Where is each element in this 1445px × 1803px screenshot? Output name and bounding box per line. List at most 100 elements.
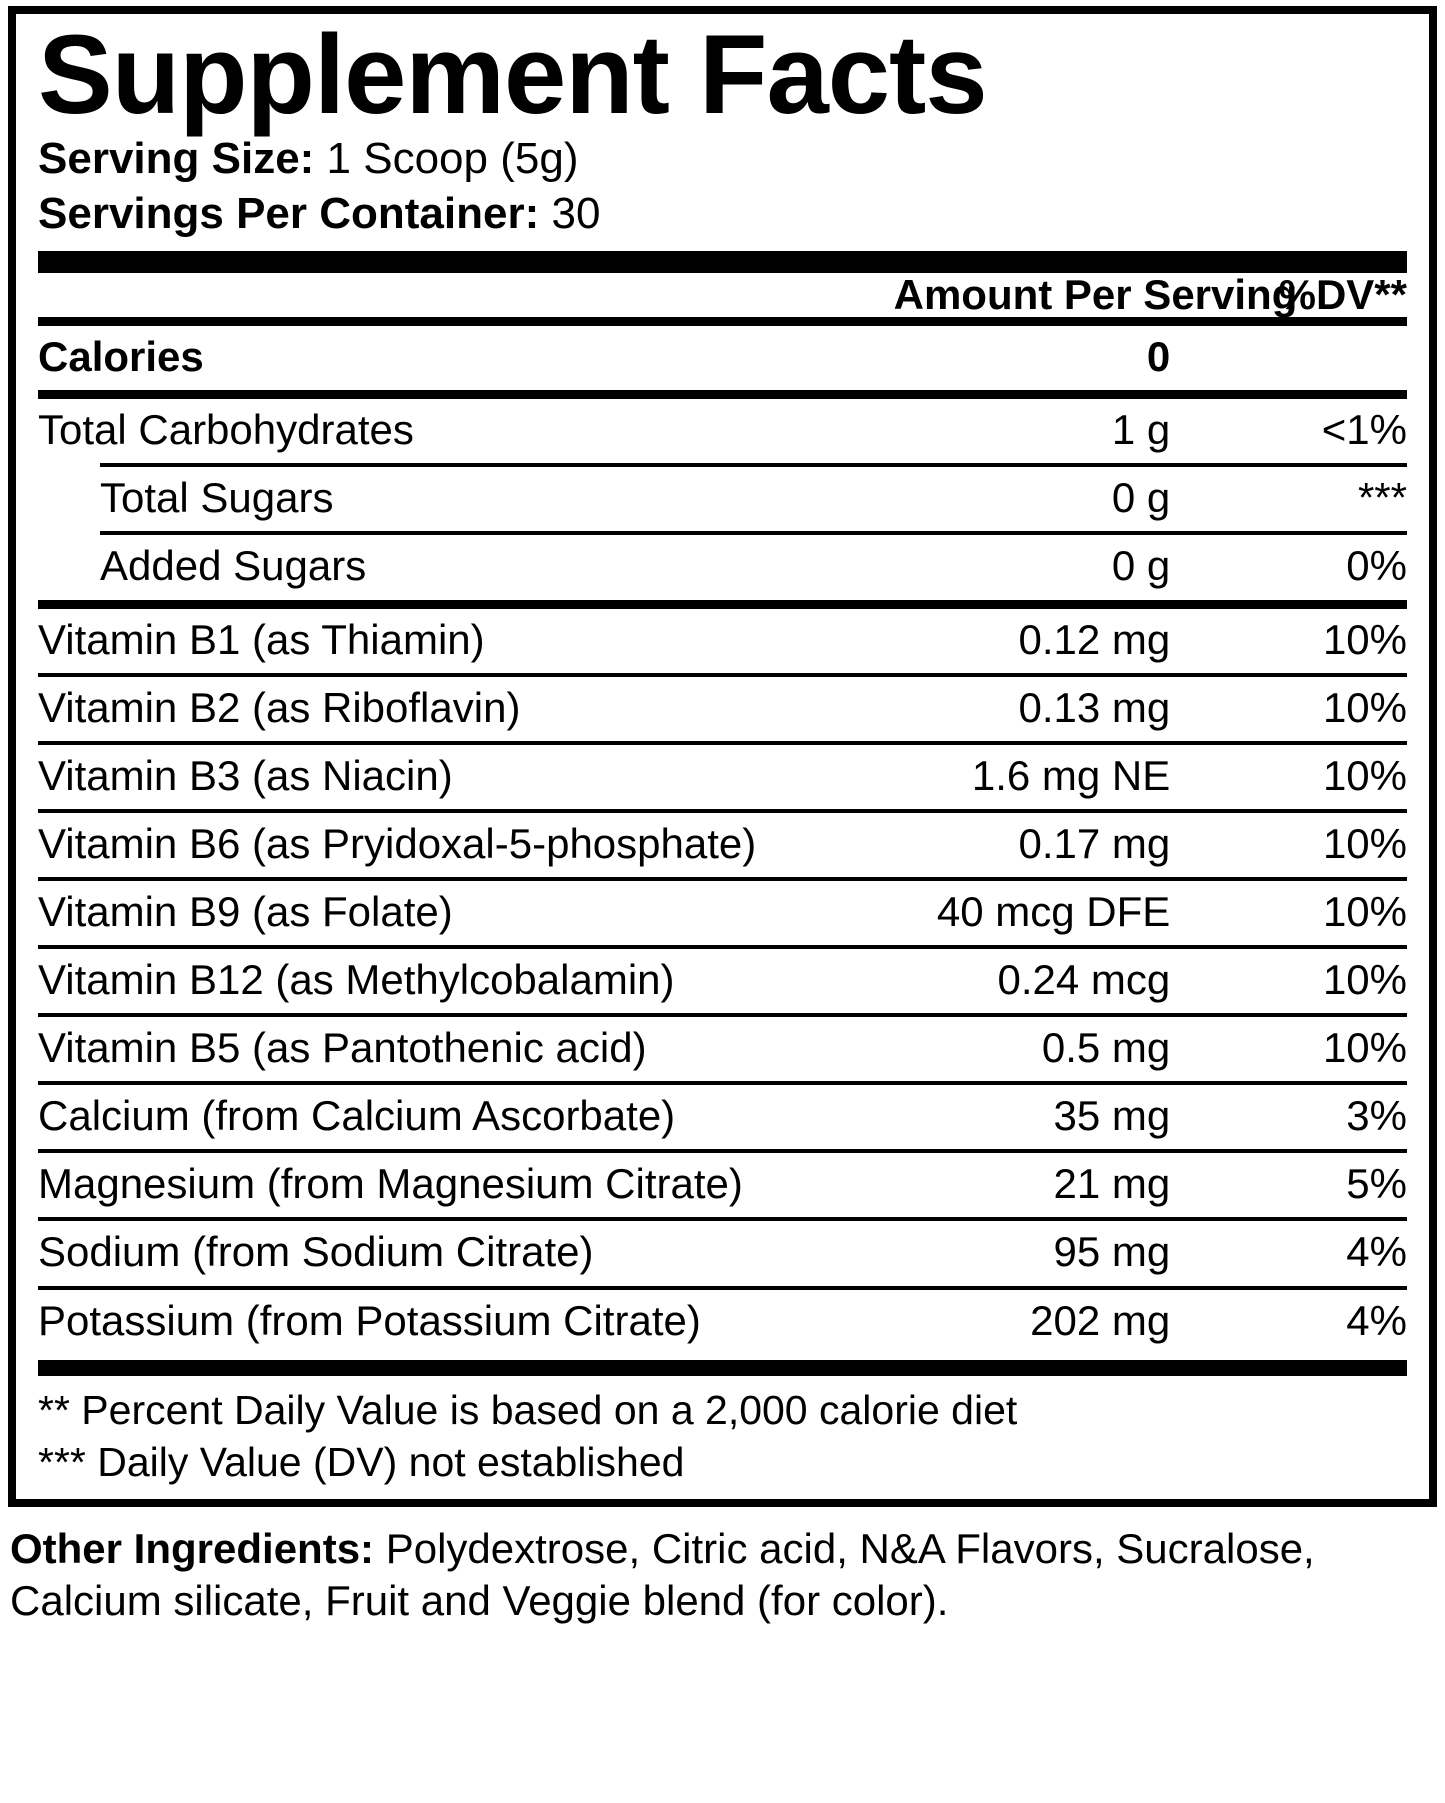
nutrient-name: Vitamin B3 (as Niacin)	[38, 751, 453, 799]
serving-size-value: 1 Scoop (5g)	[326, 133, 579, 183]
nutrient-dv: 4%	[1346, 1228, 1407, 1276]
row-divider	[38, 1285, 1407, 1290]
nutrient-amount: 0.5 mg	[1041, 1024, 1171, 1072]
divider-line	[38, 390, 1407, 400]
row-divider	[38, 945, 1407, 950]
nutrient-amount: 0.17 mg	[1018, 819, 1171, 867]
servings-per-container-value: 30	[551, 189, 601, 239]
nutrient-name: Vitamin B9 (as Folate)	[38, 887, 453, 935]
table-row: Vitamin B3 (as Niacin) 1.6 mg NE 10%	[38, 745, 1407, 809]
row-divider	[38, 390, 1407, 400]
serving-size-label: Serving Size:	[38, 133, 315, 183]
table-row: Sodium (from Sodium Citrate) 95 mg 4%	[38, 1221, 1407, 1285]
nutrient-dv: 10%	[1322, 1024, 1407, 1072]
serving-size-line: Serving Size: 1 Scoop (5g)	[38, 132, 1407, 186]
row-divider	[38, 1081, 1407, 1086]
divider-under-header	[38, 317, 1407, 327]
nutrient-name: Vitamin B12 (as Methylcobalamin)	[38, 956, 675, 1004]
nutrient-amount: 21 mg	[1053, 1160, 1171, 1208]
table-row: Total Sugars 0 g ***	[38, 467, 1407, 531]
table-row: Potassium (from Potassium Citrate) 202 mg…	[38, 1290, 1407, 1354]
nutrient-dv: <1%	[1321, 406, 1407, 454]
servings-per-container-line: Servings Per Container: 30	[38, 187, 1407, 241]
page-title: Supplement Facts	[38, 12, 988, 137]
row-divider	[38, 531, 1407, 536]
row-divider	[38, 1013, 1407, 1018]
divider-line	[38, 1081, 1407, 1086]
nutrient-amount: 40 mcg DFE	[936, 887, 1171, 935]
row-divider	[38, 876, 1407, 881]
divider-line	[38, 672, 1407, 677]
footnote-daily-value: ** Percent Daily Value is based on a 2,0…	[38, 1386, 1018, 1433]
divider-line	[38, 740, 1407, 745]
nutrient-amount: 1 g	[1111, 406, 1171, 454]
divider-line	[100, 531, 1407, 536]
nutrient-name: Magnesium (from Magnesium Citrate)	[38, 1160, 743, 1208]
nutrient-amount: 0.24 mcg	[997, 956, 1171, 1004]
nutrient-name: Vitamin B5 (as Pantothenic acid)	[38, 1024, 647, 1072]
nutrient-dv: ***	[1357, 474, 1407, 522]
nutrient-dv: 10%	[1322, 683, 1407, 731]
table-row: Magnesium (from Magnesium Citrate) 21 mg 5…	[38, 1153, 1407, 1217]
table-row: Vitamin B5 (as Pantothenic acid) 0.5 mg 10…	[38, 1017, 1407, 1081]
nutrient-dv: 4%	[1346, 1296, 1407, 1344]
nutrient-dv: 5%	[1346, 1160, 1407, 1208]
table-row: Vitamin B6 (as Pryidoxal-5-phosphate) 0.1…	[38, 813, 1407, 877]
other-ingredients: Other Ingredients: Polydextrose, Citric …	[10, 1523, 1437, 1629]
nutrient-dv: 10%	[1322, 956, 1407, 1004]
nutrient-amount: 95 mg	[1053, 1228, 1171, 1276]
other-ingredients-label: Other Ingredients:	[10, 1524, 375, 1572]
nutrient-amount: 35 mg	[1053, 1092, 1171, 1140]
table-row: Calories 0	[38, 326, 1407, 390]
divider-line	[38, 317, 1407, 327]
servings-per-container-label: Servings Per Container:	[38, 189, 540, 239]
column-header-amount: Amount Per Serving	[893, 271, 1298, 319]
row-divider	[38, 808, 1407, 813]
divider-line	[38, 1013, 1407, 1018]
divider-line	[38, 1149, 1407, 1154]
nutrient-name: Potassium (from Potassium Citrate)	[38, 1296, 701, 1344]
nutrition-table-body: Amount Per Serving %DV** Calories 0 Total …	[38, 271, 1407, 1354]
table-row: Vitamin B1 (as Thiamin) 0.12 mg 10%	[38, 609, 1407, 673]
nutrient-name: Calcium (from Calcium Ascorbate)	[38, 1092, 676, 1140]
divider-line	[38, 1217, 1407, 1222]
table-row: Calcium (from Calcium Ascorbate) 35 mg 3%	[38, 1085, 1407, 1149]
nutrient-amount: 0 g	[1111, 474, 1171, 522]
nutrient-dv: 10%	[1322, 615, 1407, 663]
nutrient-name: Added Sugars	[100, 542, 367, 590]
supplement-facts-panel: Supplement Facts Serving Size: 1 Scoop (…	[8, 6, 1437, 1507]
nutrient-dv: 10%	[1322, 819, 1407, 867]
table-row: Total Carbohydrates 1 g <1%	[38, 399, 1407, 463]
nutrient-dv: 3%	[1346, 1092, 1407, 1140]
row-divider	[38, 1217, 1407, 1222]
nutrition-table: Amount Per Serving %DV** Calories 0 Total …	[38, 271, 1407, 1354]
header-spacer	[38, 273, 894, 317]
other-ingredients-text: Polydextrose, Citric acid, N&A Flavors, …	[10, 1524, 1315, 1625]
divider-line	[38, 945, 1407, 950]
footnotes: ** Percent Daily Value is based on a 2,0…	[38, 1384, 1407, 1489]
nutrient-dv: 10%	[1322, 887, 1407, 935]
nutrient-name: Total Sugars	[100, 474, 334, 522]
divider-line	[38, 1285, 1407, 1290]
supplement-facts-label: Supplement Facts Serving Size: 1 Scoop (…	[0, 6, 1445, 1803]
nutrient-dv: 10%	[1322, 751, 1407, 799]
divider-top-thick	[38, 251, 1407, 274]
divider-line	[38, 599, 1407, 609]
nutrient-name: Vitamin B1 (as Thiamin)	[38, 615, 485, 663]
table-row: Vitamin B2 (as Riboflavin) 0.13 mg 10%	[38, 677, 1407, 741]
nutrient-dv	[1174, 326, 1407, 390]
row-divider	[38, 599, 1407, 609]
nutrient-amount: 0 g	[1111, 542, 1171, 590]
nutrient-amount: 0.12 mg	[1018, 615, 1171, 663]
footnote-dv-not-established: *** Daily Value (DV) not established	[38, 1439, 685, 1486]
divider-line	[38, 808, 1407, 813]
nutrient-name: Sodium (from Sodium Citrate)	[38, 1228, 594, 1276]
table-row: Vitamin B9 (as Folate) 40 mcg DFE 10%	[38, 881, 1407, 945]
divider-bottom-thick	[38, 1359, 1407, 1376]
nutrient-amount: 0.13 mg	[1018, 683, 1171, 731]
nutrient-name: Vitamin B6 (as Pryidoxal-5-phosphate)	[38, 819, 757, 867]
nutrient-name: Calories	[38, 333, 204, 381]
row-divider	[38, 740, 1407, 745]
table-header-row: Amount Per Serving %DV**	[38, 271, 1407, 319]
row-divider	[38, 463, 1407, 468]
